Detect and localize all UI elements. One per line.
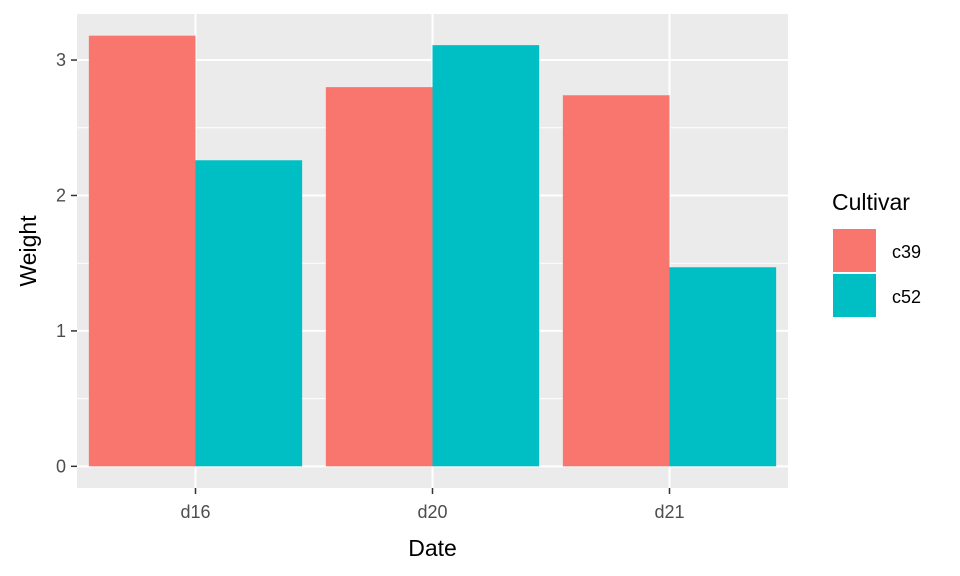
legend-title: Cultivar (832, 189, 910, 215)
bar-c39-d16 (88, 35, 196, 467)
x-axis-title: Date (408, 535, 457, 561)
y-tick-label: 3 (56, 50, 66, 70)
bar-c52-d20 (432, 45, 540, 467)
bar-c52-d16 (195, 160, 303, 467)
legend-label-c52: c52 (892, 287, 921, 307)
x-axis-ticks: d16 d20 d21 (180, 488, 685, 522)
x-tick-label: d20 (417, 502, 447, 522)
x-tick-label: d21 (654, 502, 684, 522)
bar-c39-d20 (325, 87, 433, 467)
legend: Cultivar c39 c52 (832, 189, 921, 317)
bar-c39-d21 (562, 95, 670, 467)
y-tick-label: 2 (56, 185, 66, 205)
y-axis-title: Weight (15, 215, 41, 287)
legend-key-c39 (833, 229, 876, 272)
bars (88, 35, 777, 467)
legend-key-c52 (833, 274, 876, 317)
legend-label-c39: c39 (892, 242, 921, 262)
bar-c52-d21 (669, 267, 777, 467)
x-tick-label: d16 (180, 502, 210, 522)
y-tick-label: 1 (56, 321, 66, 341)
y-axis-ticks: 0 1 2 3 (56, 50, 77, 476)
y-tick-label: 0 (56, 456, 66, 476)
